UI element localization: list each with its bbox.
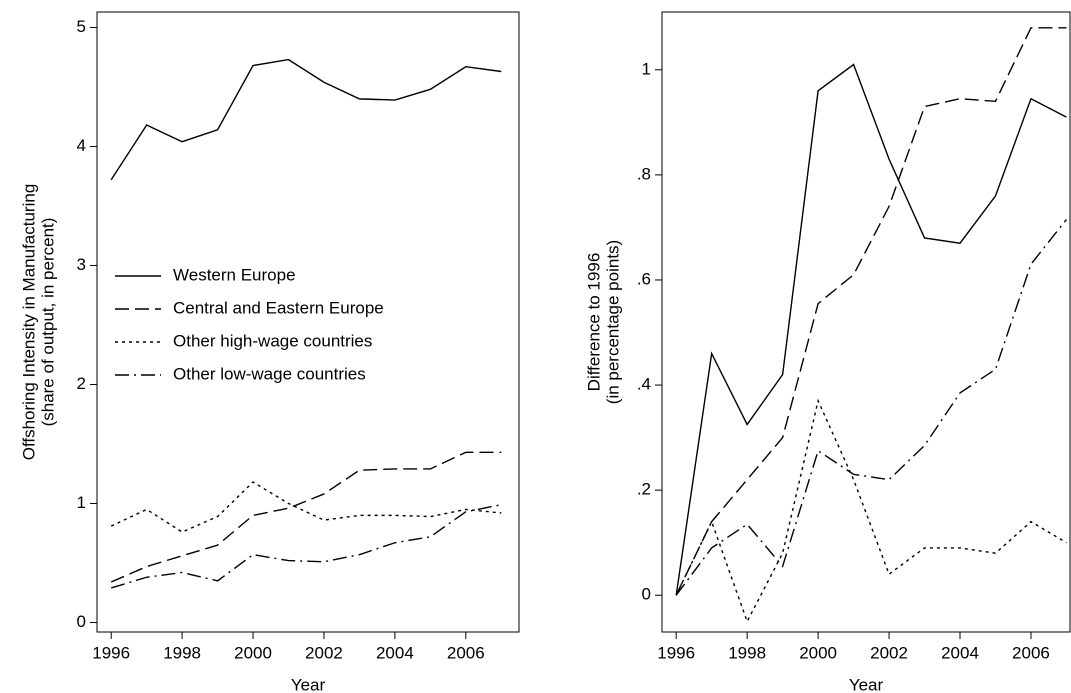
y-tick-label: .4	[637, 375, 651, 394]
series-line	[675, 27, 1067, 596]
series-line	[675, 219, 1068, 596]
y-tick-label: 0	[642, 585, 651, 604]
y-tick-label: 0	[77, 612, 86, 631]
x-tick-label: 1998	[163, 643, 201, 662]
y-tick-label: .8	[637, 164, 651, 183]
x-tick-label: 2004	[941, 643, 979, 662]
series-line	[110, 451, 502, 583]
x-tick-label: 2000	[799, 643, 837, 662]
y-tick-label: .6	[637, 269, 651, 288]
series-line	[675, 398, 1067, 624]
x-tick-label: 2004	[376, 643, 414, 662]
y-axis-label: Offshoring Intensity in Manufacturing	[19, 184, 38, 461]
legend-label: Western Europe	[173, 265, 296, 284]
y-tick-label: 1	[642, 59, 651, 78]
x-tick-label: 2002	[305, 643, 343, 662]
plot-frame	[96, 11, 520, 633]
y-axis-label: (share of output, in percent)	[38, 218, 57, 427]
y-tick-label: .2	[637, 480, 651, 499]
y-axis-label: Difference to 1996	[584, 253, 603, 392]
x-tick-label: 1998	[728, 643, 766, 662]
legend-label: Other low-wage countries	[173, 364, 366, 383]
legend-label: Other high-wage countries	[173, 331, 372, 350]
x-tick-label: 2000	[234, 643, 272, 662]
plot-frame	[661, 11, 1071, 633]
series-line	[110, 58, 502, 181]
x-tick-label: 1996	[92, 643, 130, 662]
x-tick-label: 2006	[447, 643, 485, 662]
y-axis-label: (in percentage points)	[603, 240, 622, 404]
y-tick-label: 2	[77, 374, 86, 393]
y-tick-label: 1	[77, 493, 86, 512]
y-tick-label: 4	[77, 136, 86, 155]
series-line	[110, 481, 502, 533]
y-tick-label: 3	[77, 255, 86, 274]
x-axis-label: Year	[291, 675, 326, 693]
series-line	[675, 63, 1067, 596]
x-tick-label: 1996	[657, 643, 695, 662]
legend-label: Central and Eastern Europe	[173, 298, 384, 317]
x-tick-label: 2006	[1012, 643, 1050, 662]
y-tick-label: 5	[77, 17, 86, 36]
series-line	[110, 503, 502, 589]
x-axis-label: Year	[849, 675, 884, 693]
x-tick-label: 2002	[870, 643, 908, 662]
